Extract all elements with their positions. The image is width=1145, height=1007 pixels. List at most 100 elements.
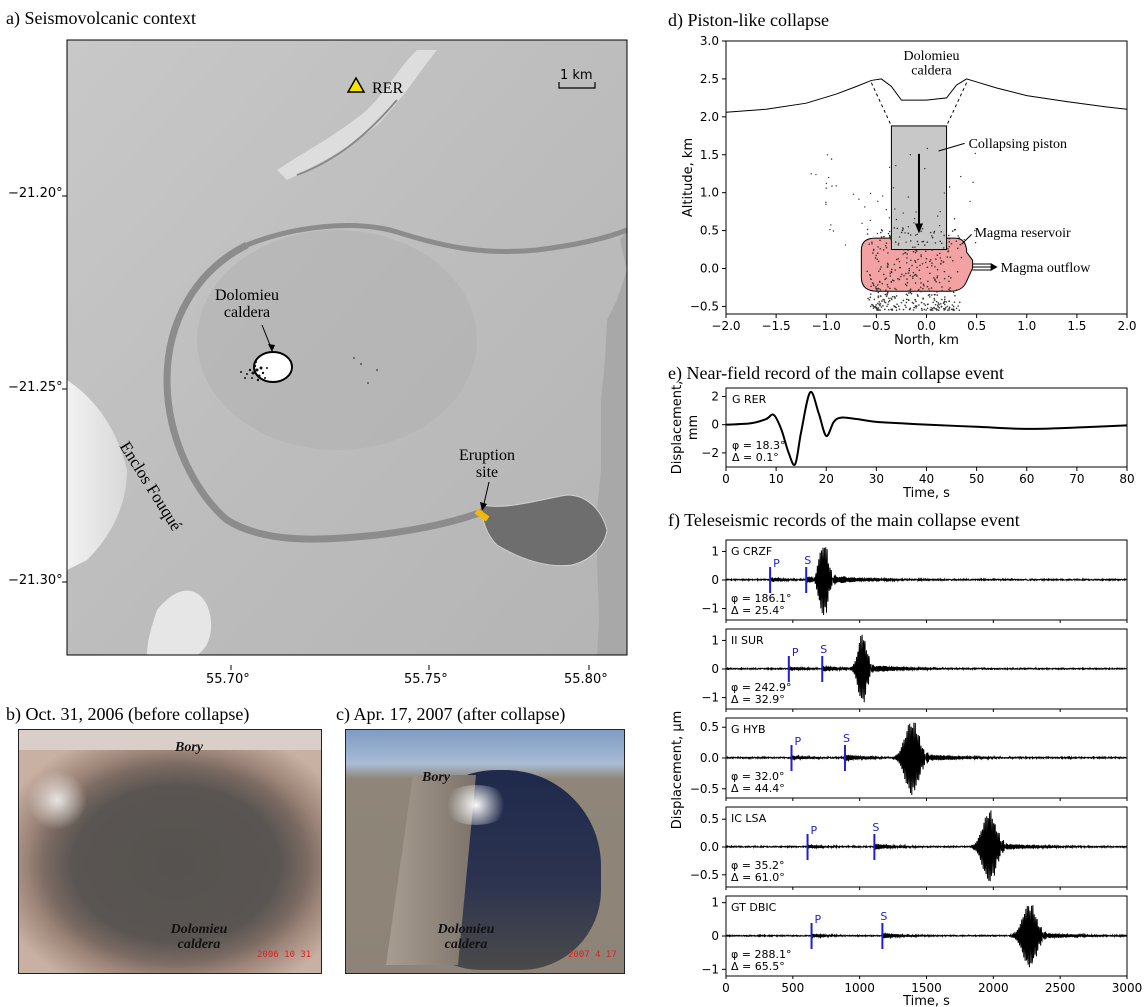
hypocentre-point [960,256,963,259]
hypocentre-point [895,306,898,309]
hypocentre-point [890,281,893,283]
hypocentre-point [893,295,896,298]
trace-4-s-label: S [880,910,887,923]
hypocentre-point [825,182,828,185]
hypocentre-point [914,282,917,284]
hypocentre-point [870,285,872,288]
hypocentre-point [908,292,910,294]
panel-d-xtick-2: −1.0 [812,319,841,333]
hypocentre-point [902,249,905,251]
hypocentre-point [871,303,873,306]
hypocentre-point [867,297,869,300]
lon-tick-1: 55.70° [206,672,250,687]
trace-1-p-label: P [792,646,799,659]
panel-e-xtick-7: 70 [1069,472,1084,486]
hypocentre-point [920,255,923,258]
panel-e-title: e) Near-field record of the main collaps… [668,363,1004,383]
hypocentre-point [884,301,887,304]
trace-2-station: G HYB [731,723,766,736]
hypocentre-point [892,187,895,189]
hypocentre-point [914,246,916,248]
hypocentre-point [888,217,891,219]
trace-1-waveform [725,634,1128,703]
hypocentre-point [899,266,902,269]
hypocentre-point [913,217,916,220]
hypocentre-point [884,244,887,247]
photo-b-caldera-line2: caldera [177,937,221,952]
hypocentre-point [943,270,946,273]
hypocentre-point [875,286,877,288]
hypocentre-point [921,228,924,230]
hypocentre-point [937,215,939,217]
hypocentre-point [939,210,941,213]
photo-c-date-stamp: 2007 4 17 [568,950,617,960]
hypocentre-point [926,147,929,150]
hypocentre-point [875,306,878,309]
hypocentre-point [885,295,888,298]
hypocentre-point [869,274,872,277]
hypocentre-point [943,234,945,237]
hypocentre-point [948,288,950,291]
hypocentre-point [878,300,881,303]
hypocentre-point [945,301,948,303]
map-lava-flow [481,494,608,567]
hypocentre-point [897,244,900,246]
hypocentre-point [926,241,929,243]
trace-0-ytick-1: 0 [711,573,719,587]
hypocentres [810,147,977,312]
hypocentre-point [904,252,906,254]
trace-1-s-label: S [820,643,827,656]
trace-3-ytick-2: 0.5 [700,812,719,826]
panel-f-xtick-4: 2000 [978,981,1009,995]
hypocentre-point [923,303,925,305]
hypocentre-point [951,304,954,306]
hypocentre-point [888,166,891,169]
trace-3-phi: φ = 35.2° [731,859,784,872]
hypocentre-point [877,200,879,202]
hypocentre-point [875,304,877,306]
hypocentre-point [879,295,882,297]
hypocentre-point [885,289,887,291]
hypocentre-point [878,270,880,272]
hypocentre-point [912,271,915,274]
panel-e-ylabel-2: mm [686,415,701,440]
hypocentre-point [936,275,939,277]
hypocentre-point [887,286,889,288]
hypocentre-point [917,243,920,246]
hypocentre-point [948,245,951,248]
hypocentre-point [943,192,946,194]
map-seismicity [240,357,378,384]
lon-tick-2: 55.75° [404,672,448,687]
hypocentre-point [946,256,949,258]
map-western-cliffs [67,380,127,570]
hypocentre-point [877,291,880,294]
caldera-label: Dolomieu caldera [210,287,284,321]
hypocentre-point [916,240,919,243]
hypocentre-point [974,229,976,232]
hypocentre-point [969,200,971,203]
hypocentre-point [897,305,900,307]
hypocentre-point [933,293,936,296]
hypocentre-point [884,278,886,281]
hypocentre-point [919,264,921,267]
hypocentre-point [877,252,879,255]
trace-0-ytick-2: 1 [711,544,719,558]
hypocentre-point [877,308,879,310]
hypocentre-point [951,259,954,262]
hypocentre-point [886,283,889,286]
hypocentre-point [936,254,939,256]
hypocentre-point [939,240,941,243]
hypocentre-point [830,224,832,226]
hypocentre-point [907,249,909,251]
hypocentre-point [879,303,882,305]
hypocentre-point [872,283,875,285]
hypocentre-point [936,294,939,296]
hypocentre-point [929,272,931,275]
hypocentre-point [956,270,959,273]
photo-c-caldera-line2: caldera [444,937,488,952]
rer-phi-label: φ = 18.3° [732,439,785,452]
hypocentre-point [869,219,871,222]
hypocentre-point [901,273,903,276]
hypocentre-point [895,309,898,312]
hypocentre-point [886,262,889,265]
